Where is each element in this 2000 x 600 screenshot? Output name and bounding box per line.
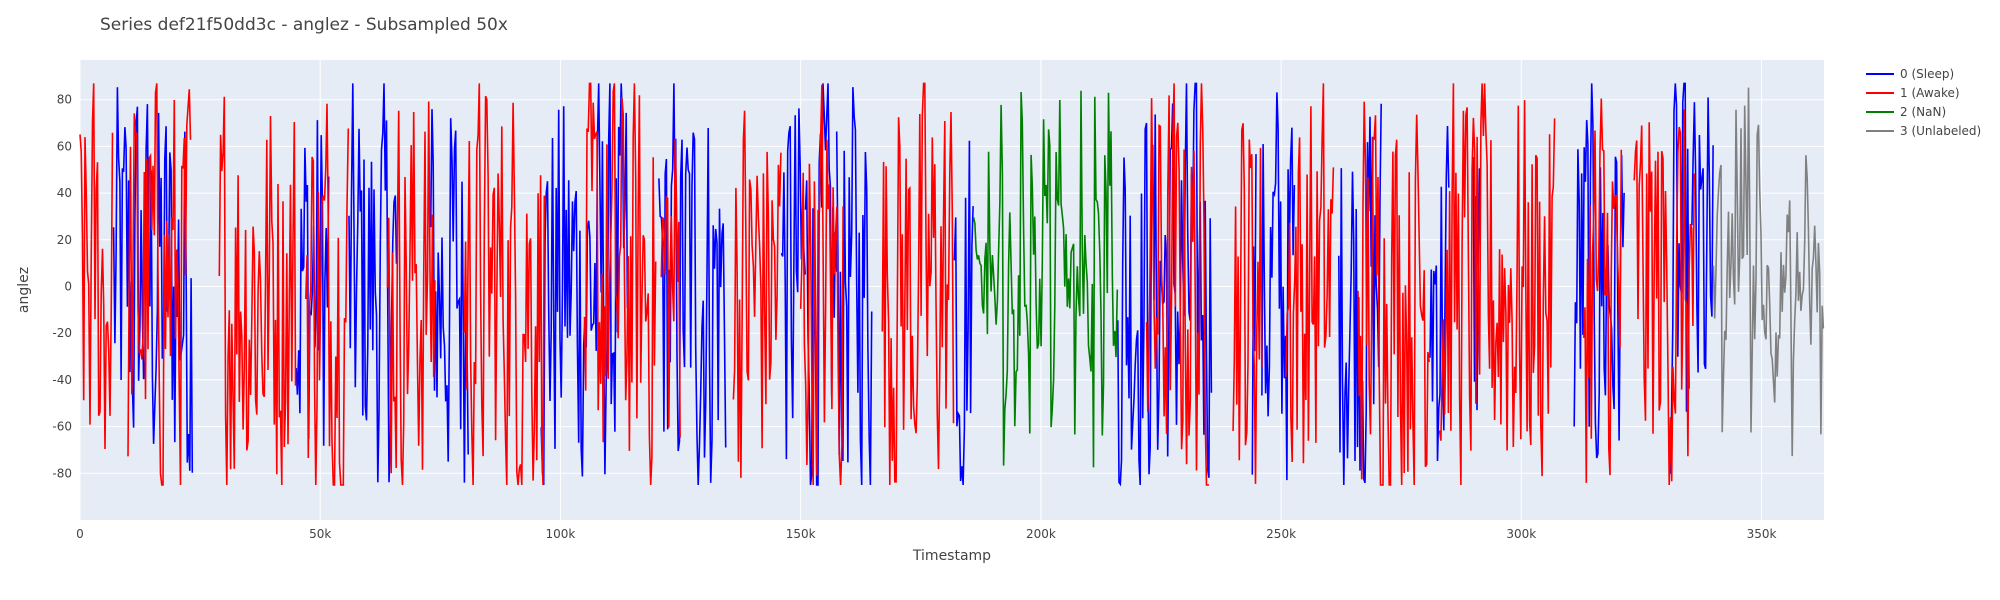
x-tick-label: 150k (786, 527, 816, 541)
series-line (295, 120, 330, 446)
y-tick-label: 60 (57, 139, 72, 153)
series-line (1357, 101, 1430, 486)
series-line (953, 140, 974, 486)
series-line (799, 84, 844, 486)
series-line (972, 90, 1119, 468)
x-tick-label: 50k (309, 527, 331, 541)
series-line (780, 108, 806, 460)
legend-label: 0 (Sleep) (1900, 67, 1954, 81)
series-line (1261, 92, 1296, 481)
series-line (1712, 87, 1825, 457)
series-line (429, 109, 469, 483)
series-line (386, 101, 436, 486)
series-line (112, 87, 194, 473)
series-line (1429, 125, 1450, 462)
y-tick-label: -80 (52, 466, 72, 480)
series-line (1117, 82, 1213, 487)
series-line (658, 83, 676, 432)
x-axis: 0 50k 100k 150k 200k 250k 300k 350k (76, 527, 1776, 541)
series-3 (1712, 87, 1825, 457)
x-axis-title: Timestamp (912, 548, 991, 564)
x-tick-label: 200k (1026, 527, 1056, 541)
series-1 (79, 82, 1695, 486)
x-tick-label: 350k (1747, 527, 1777, 541)
series-line (127, 83, 192, 486)
chart-title: Series def21f50dd3c - anglez - Subsample… (100, 15, 508, 35)
series-line (1145, 83, 1209, 486)
y-tick-label: 80 (57, 93, 72, 107)
series-line (660, 138, 681, 438)
series-line (305, 103, 350, 486)
series-line (1232, 123, 1263, 484)
legend[interactable]: 0 (Sleep) 1 (Awake) 2 (NaN) 3 (Unlabeled) (1866, 67, 1981, 138)
legend-item[interactable]: 3 (Unlabeled) (1866, 124, 1981, 138)
series-line (348, 83, 398, 483)
series-line (583, 82, 657, 486)
series-line (1583, 98, 1623, 483)
y-axis-title: anglez (16, 267, 32, 313)
series-line (732, 110, 782, 478)
x-tick-label: 250k (1266, 527, 1296, 541)
series-line (1633, 109, 1695, 486)
series-line (1285, 83, 1335, 464)
legend-item[interactable]: 2 (NaN) (1866, 105, 1946, 119)
legend-label: 3 (Unlabeled) (1900, 124, 1981, 138)
series-line (1573, 83, 1625, 459)
legend-label: 2 (NaN) (1900, 105, 1946, 119)
series-2 (972, 90, 1119, 468)
legend-label: 1 (Awake) (1900, 86, 1960, 100)
y-axis: 80 60 40 20 0 -20 -40 -60 -80 (52, 93, 72, 481)
series-line (79, 83, 114, 450)
x-tick-label: 100k (546, 527, 576, 541)
series-line (674, 127, 727, 486)
y-tick-label: -40 (52, 373, 72, 387)
legend-item[interactable]: 0 (Sleep) (1866, 67, 1954, 81)
y-tick-label: -60 (52, 420, 72, 434)
y-tick-label: 20 (57, 233, 72, 247)
series-line (1438, 83, 1556, 486)
series-layer (79, 82, 1825, 487)
y-tick-label: 0 (64, 279, 72, 293)
series-line (218, 96, 297, 486)
x-tick-label: 0 (76, 527, 84, 541)
legend-item[interactable]: 1 (Awake) (1866, 86, 1960, 100)
series-line (463, 83, 547, 486)
y-tick-label: -20 (52, 326, 72, 340)
x-tick-label: 300k (1506, 527, 1536, 541)
series-line (1251, 154, 1257, 475)
series-line (1338, 103, 1382, 486)
series-line (881, 82, 955, 486)
y-tick-label: 40 (57, 186, 72, 200)
series-line (1691, 97, 1714, 373)
